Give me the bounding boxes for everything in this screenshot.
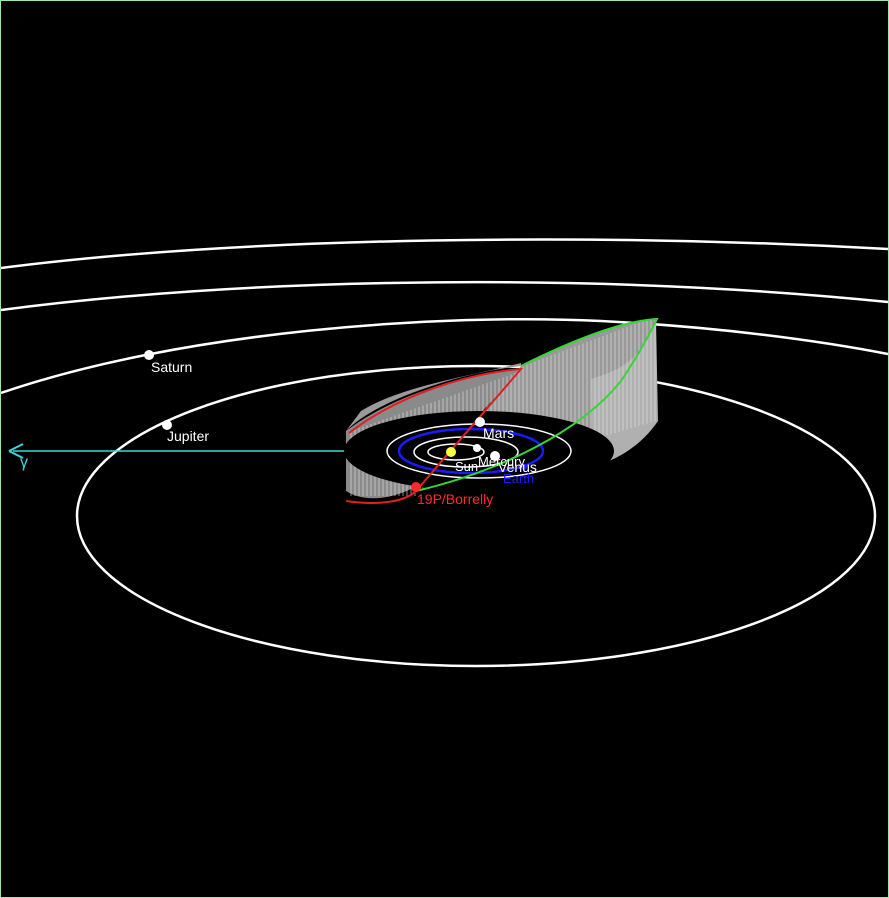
earth-label: Earth bbox=[503, 471, 534, 486]
outer-orbit-2 bbox=[1, 280, 888, 312]
jupiter-orbit bbox=[75, 364, 877, 668]
vernal-equinox-label: γ bbox=[20, 454, 28, 471]
sun-marker bbox=[446, 447, 456, 457]
sun-label: Sun bbox=[455, 459, 478, 474]
mercury-marker bbox=[473, 444, 481, 452]
outer-orbit-1 bbox=[1, 238, 888, 270]
comet-orbit-descending bbox=[345, 367, 524, 504]
saturn-orbit bbox=[1, 317, 888, 395]
mars-marker bbox=[475, 417, 485, 427]
saturn-label: Saturn bbox=[151, 359, 192, 375]
earth-orbit bbox=[397, 427, 545, 475]
comet-label: 19P/Borrelly bbox=[417, 491, 493, 507]
mercury-label: Mercury bbox=[478, 454, 525, 469]
jupiter-marker bbox=[162, 420, 172, 430]
earth-marker bbox=[521, 464, 527, 470]
jupiter-label: Jupiter bbox=[167, 428, 209, 444]
vernal-equinox-arrowhead bbox=[8, 443, 24, 459]
venus-orbit bbox=[413, 436, 519, 468]
venus-marker bbox=[490, 451, 500, 461]
saturn-marker bbox=[144, 350, 154, 360]
comet-orbit-ascending bbox=[415, 317, 659, 492]
venus-label: Venus bbox=[498, 459, 537, 475]
comet-marker bbox=[411, 482, 421, 492]
mars-label: Mars bbox=[483, 425, 514, 441]
